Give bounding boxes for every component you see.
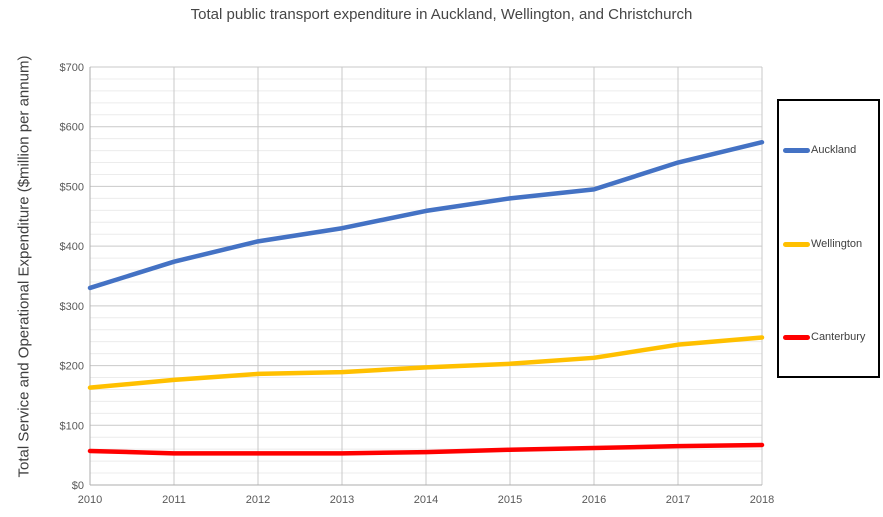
- x-tick-label: 2012: [246, 494, 270, 506]
- x-tick-label: 2011: [162, 494, 186, 506]
- legend-swatch-auckland: [783, 147, 810, 153]
- y-tick-label: $600: [60, 122, 84, 134]
- series-line-wellington: [87, 335, 765, 390]
- y-tick-label: $500: [60, 181, 84, 193]
- series-line-auckland: [87, 139, 765, 291]
- x-tick-label: 2010: [78, 494, 102, 506]
- x-tick-label: 2015: [498, 494, 522, 506]
- y-tick-label: $400: [60, 241, 84, 253]
- x-tick-label: 2014: [414, 494, 438, 506]
- legend: Auckland Wellington Canterbury: [777, 99, 880, 378]
- y-tick-label: $100: [60, 420, 84, 432]
- legend-item-canterbury: Canterbury: [783, 330, 865, 344]
- legend-swatch-wellington: [783, 241, 810, 247]
- x-tick-label: 2017: [666, 494, 690, 506]
- x-tick-label: 2013: [330, 494, 354, 506]
- y-tick-label: $300: [60, 301, 84, 313]
- legend-label: Auckland: [811, 144, 857, 156]
- y-tick-label: $0: [72, 480, 84, 492]
- chart-title: Total public transport expenditure in Au…: [190, 6, 693, 23]
- series-line-canterbury: [87, 442, 765, 456]
- legend-swatch-canterbury: [783, 334, 810, 340]
- legend-label: Wellington: [811, 238, 863, 250]
- y-tick-label: $200: [60, 361, 84, 373]
- x-tick-label: 2018: [750, 494, 774, 506]
- legend-item-auckland: Auckland: [783, 143, 856, 157]
- y-tick-label: $700: [60, 62, 84, 74]
- legend-item-wellington: Wellington: [783, 237, 862, 251]
- legend-label: Canterbury: [811, 331, 866, 343]
- x-tick-label: 2016: [582, 494, 606, 506]
